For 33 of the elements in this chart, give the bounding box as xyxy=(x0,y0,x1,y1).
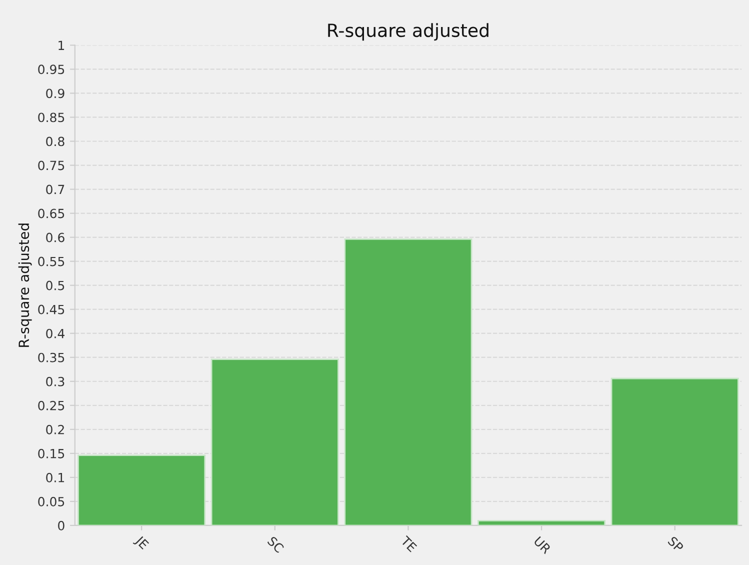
bar xyxy=(344,238,472,526)
y-tick-label: 0.4 xyxy=(46,328,64,338)
bar xyxy=(78,454,206,526)
y-tick-label: 0.95 xyxy=(38,64,64,74)
x-tick-label: JE xyxy=(132,534,150,552)
y-tick-label: 0.05 xyxy=(38,496,64,506)
x-tick-label: TE xyxy=(400,535,418,552)
bar xyxy=(610,378,739,526)
bar xyxy=(478,520,606,526)
y-tick-label: 0.85 xyxy=(38,112,64,122)
y-tick-label: 0.3 xyxy=(46,376,64,386)
y-tick-label: 0.5 xyxy=(46,280,64,290)
y-axis-title: R-square adjusted xyxy=(18,224,32,347)
y-tick-label: 0.75 xyxy=(38,160,64,170)
x-tick-label: SP xyxy=(667,536,684,553)
chart-title: R-square adjusted xyxy=(328,23,488,41)
y-tick-label: 0.65 xyxy=(38,208,64,218)
y-tick-label: 0.1 xyxy=(46,472,64,482)
y-tick-label: 0.2 xyxy=(46,424,64,434)
y-tick-label: 0.9 xyxy=(46,88,64,98)
x-tick-label: SC xyxy=(267,536,284,554)
y-tick-label: 0.25 xyxy=(38,400,64,410)
y-tick-label: 0.55 xyxy=(38,256,64,266)
y-tick-label: 1 xyxy=(58,40,64,50)
bar xyxy=(210,358,339,526)
y-tick-label: 0.8 xyxy=(46,136,64,146)
y-tick-label: 0.6 xyxy=(46,232,64,242)
y-tick-label: 0.45 xyxy=(38,304,64,314)
y-tick-label: 0.35 xyxy=(38,352,64,362)
y-tick-label: 0.7 xyxy=(46,184,64,194)
y-tick-label: 0.15 xyxy=(38,448,64,458)
y-tick-label: 0 xyxy=(58,520,64,530)
x-tick-label: UR xyxy=(533,536,552,554)
